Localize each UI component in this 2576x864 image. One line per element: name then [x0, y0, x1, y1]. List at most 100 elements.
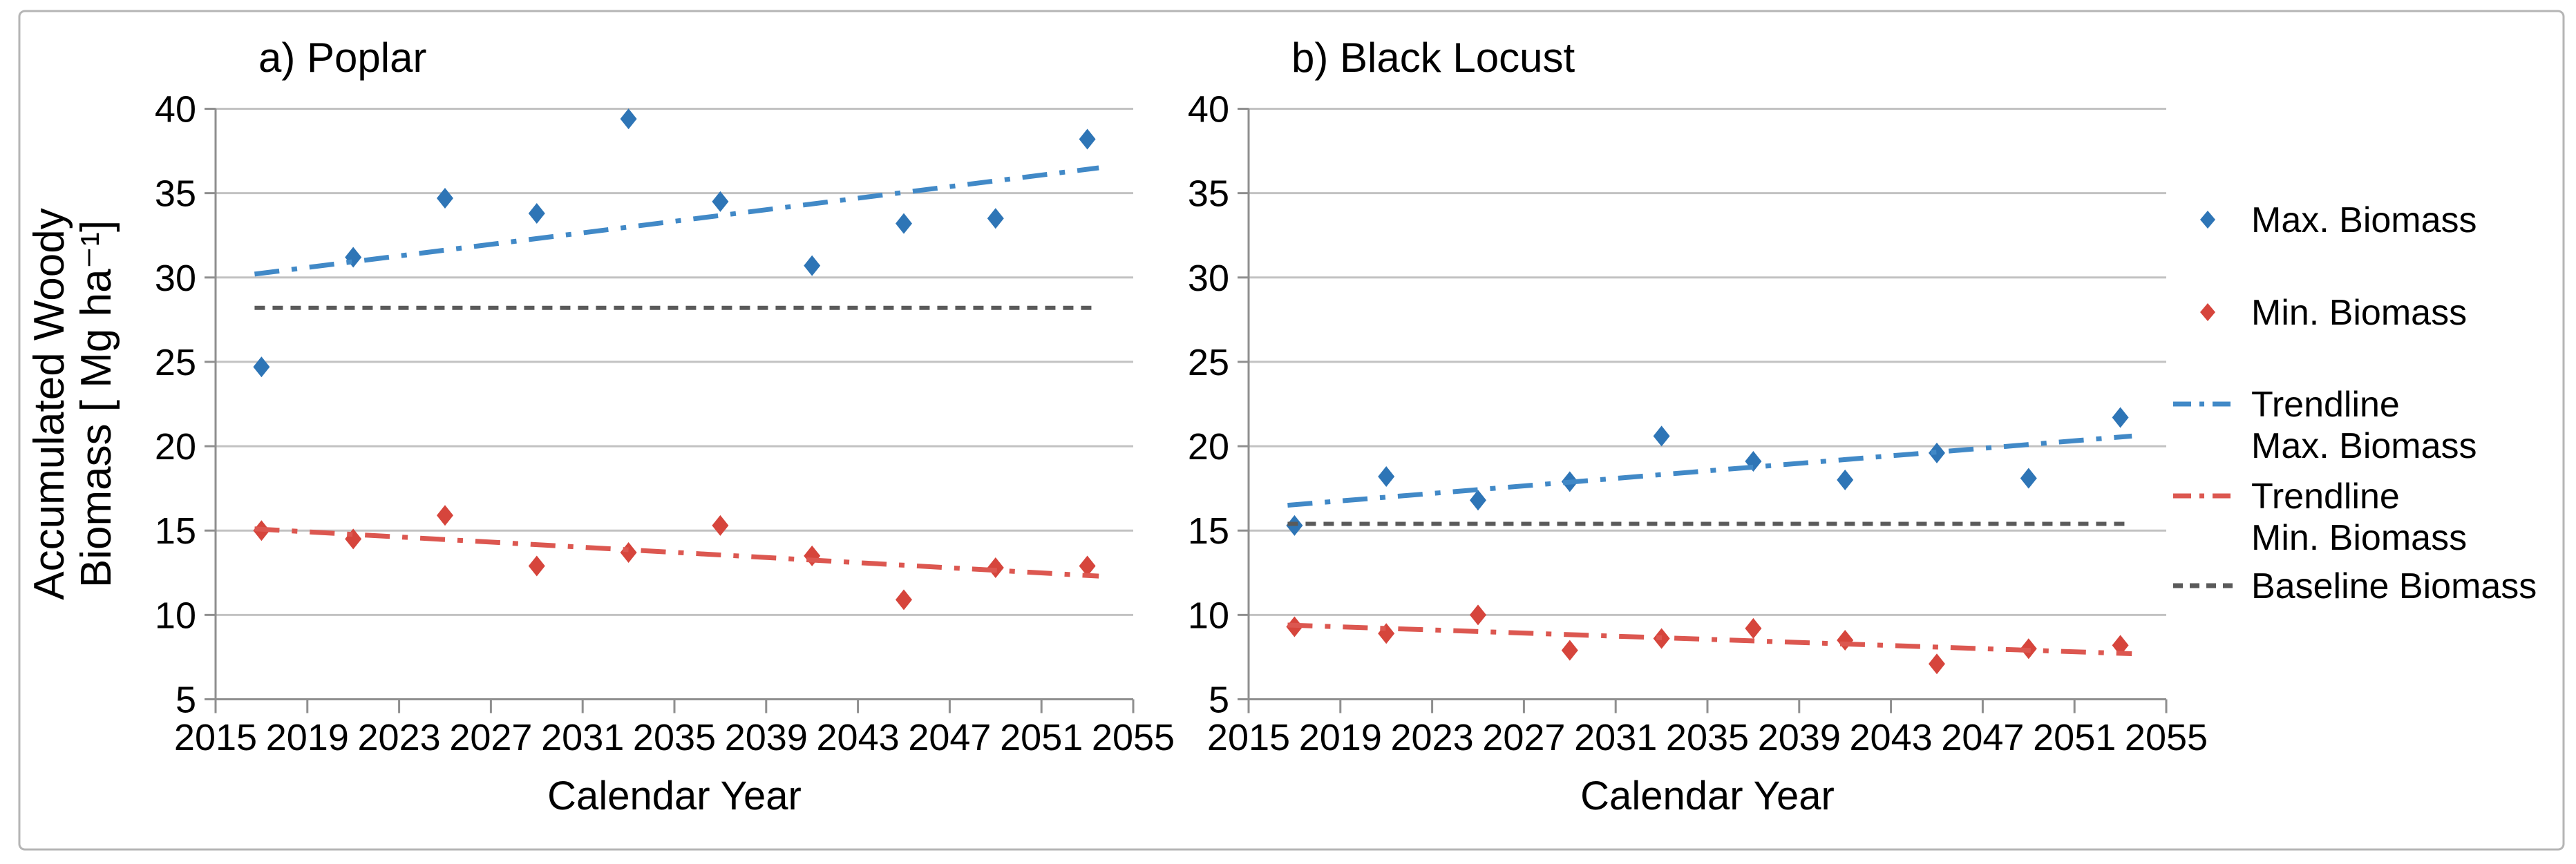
x-tick-label: 2055 — [2125, 717, 2208, 758]
y-tick-label: 20 — [1188, 426, 1229, 468]
y-tick-label: 40 — [155, 89, 196, 131]
y-tick-label: 15 — [1188, 510, 1229, 552]
min-biomass-legend-marker-icon — [2200, 303, 2215, 321]
y-tick-label: 20 — [155, 426, 196, 468]
x-tick-label: 2035 — [1666, 717, 1749, 758]
y-tick-label: 15 — [155, 510, 196, 552]
max-biomass-point-2041 — [1837, 469, 1854, 490]
y-tick-label: 40 — [1188, 89, 1229, 131]
max-biomass-point-2025 — [437, 187, 453, 209]
min-biomass-point-2037 — [712, 515, 729, 536]
y-axis-title-line-1: Accumulated Woody — [26, 208, 73, 599]
x-axis-title: Calendar Year — [547, 774, 802, 818]
legend-label: Max. Biomass — [2251, 426, 2477, 466]
y-tick-label: 5 — [1209, 680, 1229, 721]
trendline-max-biomass — [1287, 433, 2132, 508]
max-biomass-point-2029 — [528, 202, 545, 224]
legend-item-max-biomass: Max. Biomass — [2200, 200, 2477, 240]
x-tick-label: 2047 — [908, 717, 991, 758]
max-biomass-point-2049 — [2020, 468, 2037, 489]
legend-item-min-biomass: Min. Biomass — [2200, 293, 2467, 333]
panel-title-a-poplar: a) Poplar — [258, 35, 426, 81]
min-biomass-point-2041 — [804, 545, 821, 566]
x-tick-label: 2047 — [1941, 717, 2024, 758]
x-tick-label: 2031 — [1574, 717, 1657, 758]
x-tick-label: 2043 — [1850, 717, 1933, 758]
x-tick-label: 2023 — [1391, 717, 1474, 758]
min-biomass-point-2025 — [1470, 604, 1486, 626]
trendline-min-biomass — [1287, 622, 2132, 657]
y-tick-label: 30 — [155, 258, 196, 299]
min-biomass-point-2045 — [896, 589, 912, 611]
x-tick-label: 2015 — [174, 717, 257, 758]
x-axis-title: Calendar Year — [1580, 774, 1835, 818]
y-tick-label: 35 — [155, 173, 196, 215]
max-biomass-legend-marker-icon — [2200, 211, 2215, 229]
x-tick-label: 2055 — [1092, 717, 1175, 758]
max-biomass-point-2041 — [804, 255, 821, 276]
figure-border — [18, 10, 2565, 851]
x-tick-label: 2035 — [633, 717, 716, 758]
x-tick-label: 2051 — [2033, 717, 2116, 758]
y-tick-label: 10 — [155, 595, 196, 636]
max-biomass-point-2025 — [1470, 490, 1486, 511]
max-biomass-point-2049 — [987, 208, 1004, 229]
max-biomass-point-2037 — [712, 191, 729, 212]
legend-label: Baseline Biomass — [2251, 566, 2537, 606]
min-biomass-point-2045 — [1929, 653, 1945, 675]
min-biomass-point-2033 — [620, 541, 637, 563]
x-tick-label: 2051 — [1000, 717, 1083, 758]
y-tick-label: 30 — [1188, 258, 1229, 299]
trendline-max-biomass — [254, 165, 1099, 277]
x-tick-label: 2023 — [358, 717, 441, 758]
y-tick-label: 25 — [1188, 342, 1229, 383]
max-biomass-point-2033 — [620, 108, 637, 130]
min-biomass-point-2041 — [1837, 630, 1854, 651]
min-biomass-point-2049 — [987, 557, 1004, 578]
legend-label: Trendline — [2251, 477, 2400, 517]
min-biomass-point-2053 — [2112, 635, 2129, 656]
y-tick-label: 10 — [1188, 595, 1229, 636]
max-biomass-point-2021 — [1378, 466, 1395, 488]
x-tick-label: 2027 — [1482, 717, 1565, 758]
min-biomass-point-2025 — [437, 505, 453, 526]
y-tick-label: 25 — [155, 342, 196, 383]
min-biomass-series — [253, 505, 1096, 611]
y-tick-label: 35 — [1188, 173, 1229, 215]
max-biomass-point-2045 — [1929, 442, 1945, 463]
x-tick-label: 2027 — [449, 717, 532, 758]
trendline-min-biomass — [254, 526, 1099, 579]
panel-title-b-black-locust: b) Black Locust — [1291, 35, 1575, 81]
max-biomass-point-2053 — [2112, 407, 2129, 428]
x-tick-label: 2015 — [1207, 717, 1290, 758]
min-biomass-point-2037 — [1745, 617, 1762, 639]
x-tick-label: 2019 — [266, 717, 349, 758]
x-tick-label: 2039 — [1758, 717, 1841, 758]
max-biomass-point-2017 — [253, 356, 270, 378]
legend-label: Max. Biomass — [2251, 200, 2477, 240]
min-biomass-point-2029 — [1561, 640, 1578, 661]
max-biomass-series — [1286, 407, 2129, 536]
legend-label: Min. Biomass — [2251, 293, 2467, 333]
min-biomass-point-2029 — [528, 555, 545, 577]
x-tick-label: 2043 — [817, 717, 900, 758]
min-biomass-point-2053 — [1079, 555, 1096, 577]
legend-item-baseline-biomass: Baseline Biomass — [2173, 566, 2537, 606]
x-tick-label: 2039 — [725, 717, 808, 758]
legend-label: Min. Biomass — [2251, 518, 2467, 558]
max-biomass-point-2033 — [1653, 425, 1670, 447]
max-biomass-series — [253, 108, 1096, 378]
y-tick-label: 5 — [176, 680, 196, 721]
max-biomass-point-2045 — [896, 213, 912, 234]
max-biomass-point-2053 — [1079, 128, 1096, 150]
x-tick-label: 2019 — [1299, 717, 1382, 758]
y-axis-title-line-2: Biomass [ Mg ha⁻¹] — [73, 220, 120, 588]
legend-label: Trendline — [2251, 385, 2400, 425]
